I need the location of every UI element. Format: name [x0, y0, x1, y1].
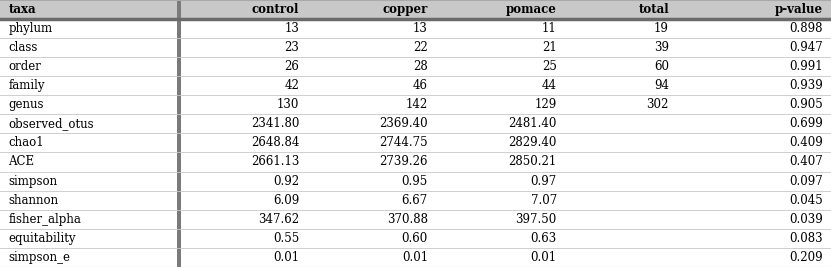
Text: 0.01: 0.01 [273, 251, 299, 264]
Text: 370.88: 370.88 [387, 213, 428, 226]
Text: 130: 130 [277, 98, 299, 111]
Text: 26: 26 [284, 60, 299, 73]
Text: 0.63: 0.63 [530, 232, 557, 245]
Text: 129: 129 [534, 98, 557, 111]
Bar [0, 38, 831, 57]
Text: 13: 13 [413, 22, 428, 35]
Text: control: control [252, 3, 299, 16]
Text: phylum: phylum [8, 22, 52, 35]
Text: family: family [8, 79, 45, 92]
Text: 0.991: 0.991 [789, 60, 823, 73]
Bar [0, 171, 831, 191]
Text: total: total [638, 3, 669, 16]
Text: 142: 142 [406, 98, 428, 111]
Text: chao1: chao1 [8, 136, 44, 150]
Bar [0, 191, 831, 210]
Text: 0.01: 0.01 [402, 251, 428, 264]
Text: 0.083: 0.083 [789, 232, 823, 245]
Bar [0, 229, 831, 248]
Text: 2744.75: 2744.75 [379, 136, 428, 150]
Text: 19: 19 [654, 22, 669, 35]
Text: 0.039: 0.039 [789, 213, 823, 226]
Bar [0, 95, 831, 114]
Text: 2341.80: 2341.80 [251, 117, 299, 130]
Text: copper: copper [382, 3, 428, 16]
Bar [0, 0, 831, 19]
Text: 21: 21 [542, 41, 557, 54]
Text: 23: 23 [284, 41, 299, 54]
Bar [0, 19, 831, 38]
Text: 0.01: 0.01 [531, 251, 557, 264]
Text: shannon: shannon [8, 194, 58, 207]
Text: equitability: equitability [8, 232, 76, 245]
Text: 2648.84: 2648.84 [251, 136, 299, 150]
Text: pomace: pomace [506, 3, 557, 16]
Text: 6.67: 6.67 [401, 194, 428, 207]
Text: taxa: taxa [8, 3, 36, 16]
Text: 0.409: 0.409 [789, 136, 823, 150]
Text: 2481.40: 2481.40 [509, 117, 557, 130]
Bar [0, 152, 831, 171]
Text: 0.92: 0.92 [273, 175, 299, 188]
Text: p-value: p-value [774, 3, 823, 16]
Text: 0.097: 0.097 [789, 175, 823, 188]
Text: simpson_e: simpson_e [8, 251, 71, 264]
Text: 0.95: 0.95 [401, 175, 428, 188]
Text: 0.947: 0.947 [789, 41, 823, 54]
Text: 39: 39 [654, 41, 669, 54]
Text: 0.898: 0.898 [789, 22, 823, 35]
Text: 22: 22 [413, 41, 428, 54]
Text: 11: 11 [542, 22, 557, 35]
Text: order: order [8, 60, 42, 73]
Bar [0, 248, 831, 267]
Text: 0.939: 0.939 [789, 79, 823, 92]
Text: 94: 94 [654, 79, 669, 92]
Text: genus: genus [8, 98, 44, 111]
Text: 302: 302 [647, 98, 669, 111]
Text: 13: 13 [284, 22, 299, 35]
Text: 0.045: 0.045 [789, 194, 823, 207]
Text: 0.699: 0.699 [789, 117, 823, 130]
Text: ACE: ACE [8, 155, 34, 168]
Text: 2850.21: 2850.21 [509, 155, 557, 168]
Text: 2661.13: 2661.13 [251, 155, 299, 168]
Text: fisher_alpha: fisher_alpha [8, 213, 81, 226]
Bar [0, 133, 831, 152]
Text: observed_otus: observed_otus [8, 117, 94, 130]
Text: class: class [8, 41, 37, 54]
Text: 6.09: 6.09 [273, 194, 299, 207]
Bar [177, 0, 181, 267]
Text: 0.905: 0.905 [789, 98, 823, 111]
Text: simpson: simpson [8, 175, 57, 188]
Text: 2369.40: 2369.40 [379, 117, 428, 130]
Bar [0, 114, 831, 133]
Text: 7.07: 7.07 [530, 194, 557, 207]
Text: 2829.40: 2829.40 [509, 136, 557, 150]
Text: 25: 25 [542, 60, 557, 73]
Text: 44: 44 [542, 79, 557, 92]
Text: 347.62: 347.62 [258, 213, 299, 226]
Text: 60: 60 [654, 60, 669, 73]
Text: 0.209: 0.209 [789, 251, 823, 264]
Text: 46: 46 [413, 79, 428, 92]
Bar [0, 210, 831, 229]
Text: 28: 28 [413, 60, 428, 73]
Text: 42: 42 [284, 79, 299, 92]
Text: 0.60: 0.60 [401, 232, 428, 245]
Text: 0.55: 0.55 [273, 232, 299, 245]
Text: 0.407: 0.407 [789, 155, 823, 168]
Text: 0.97: 0.97 [530, 175, 557, 188]
Text: 2739.26: 2739.26 [380, 155, 428, 168]
Bar [0, 76, 831, 95]
Bar [0, 57, 831, 76]
Text: 397.50: 397.50 [515, 213, 557, 226]
